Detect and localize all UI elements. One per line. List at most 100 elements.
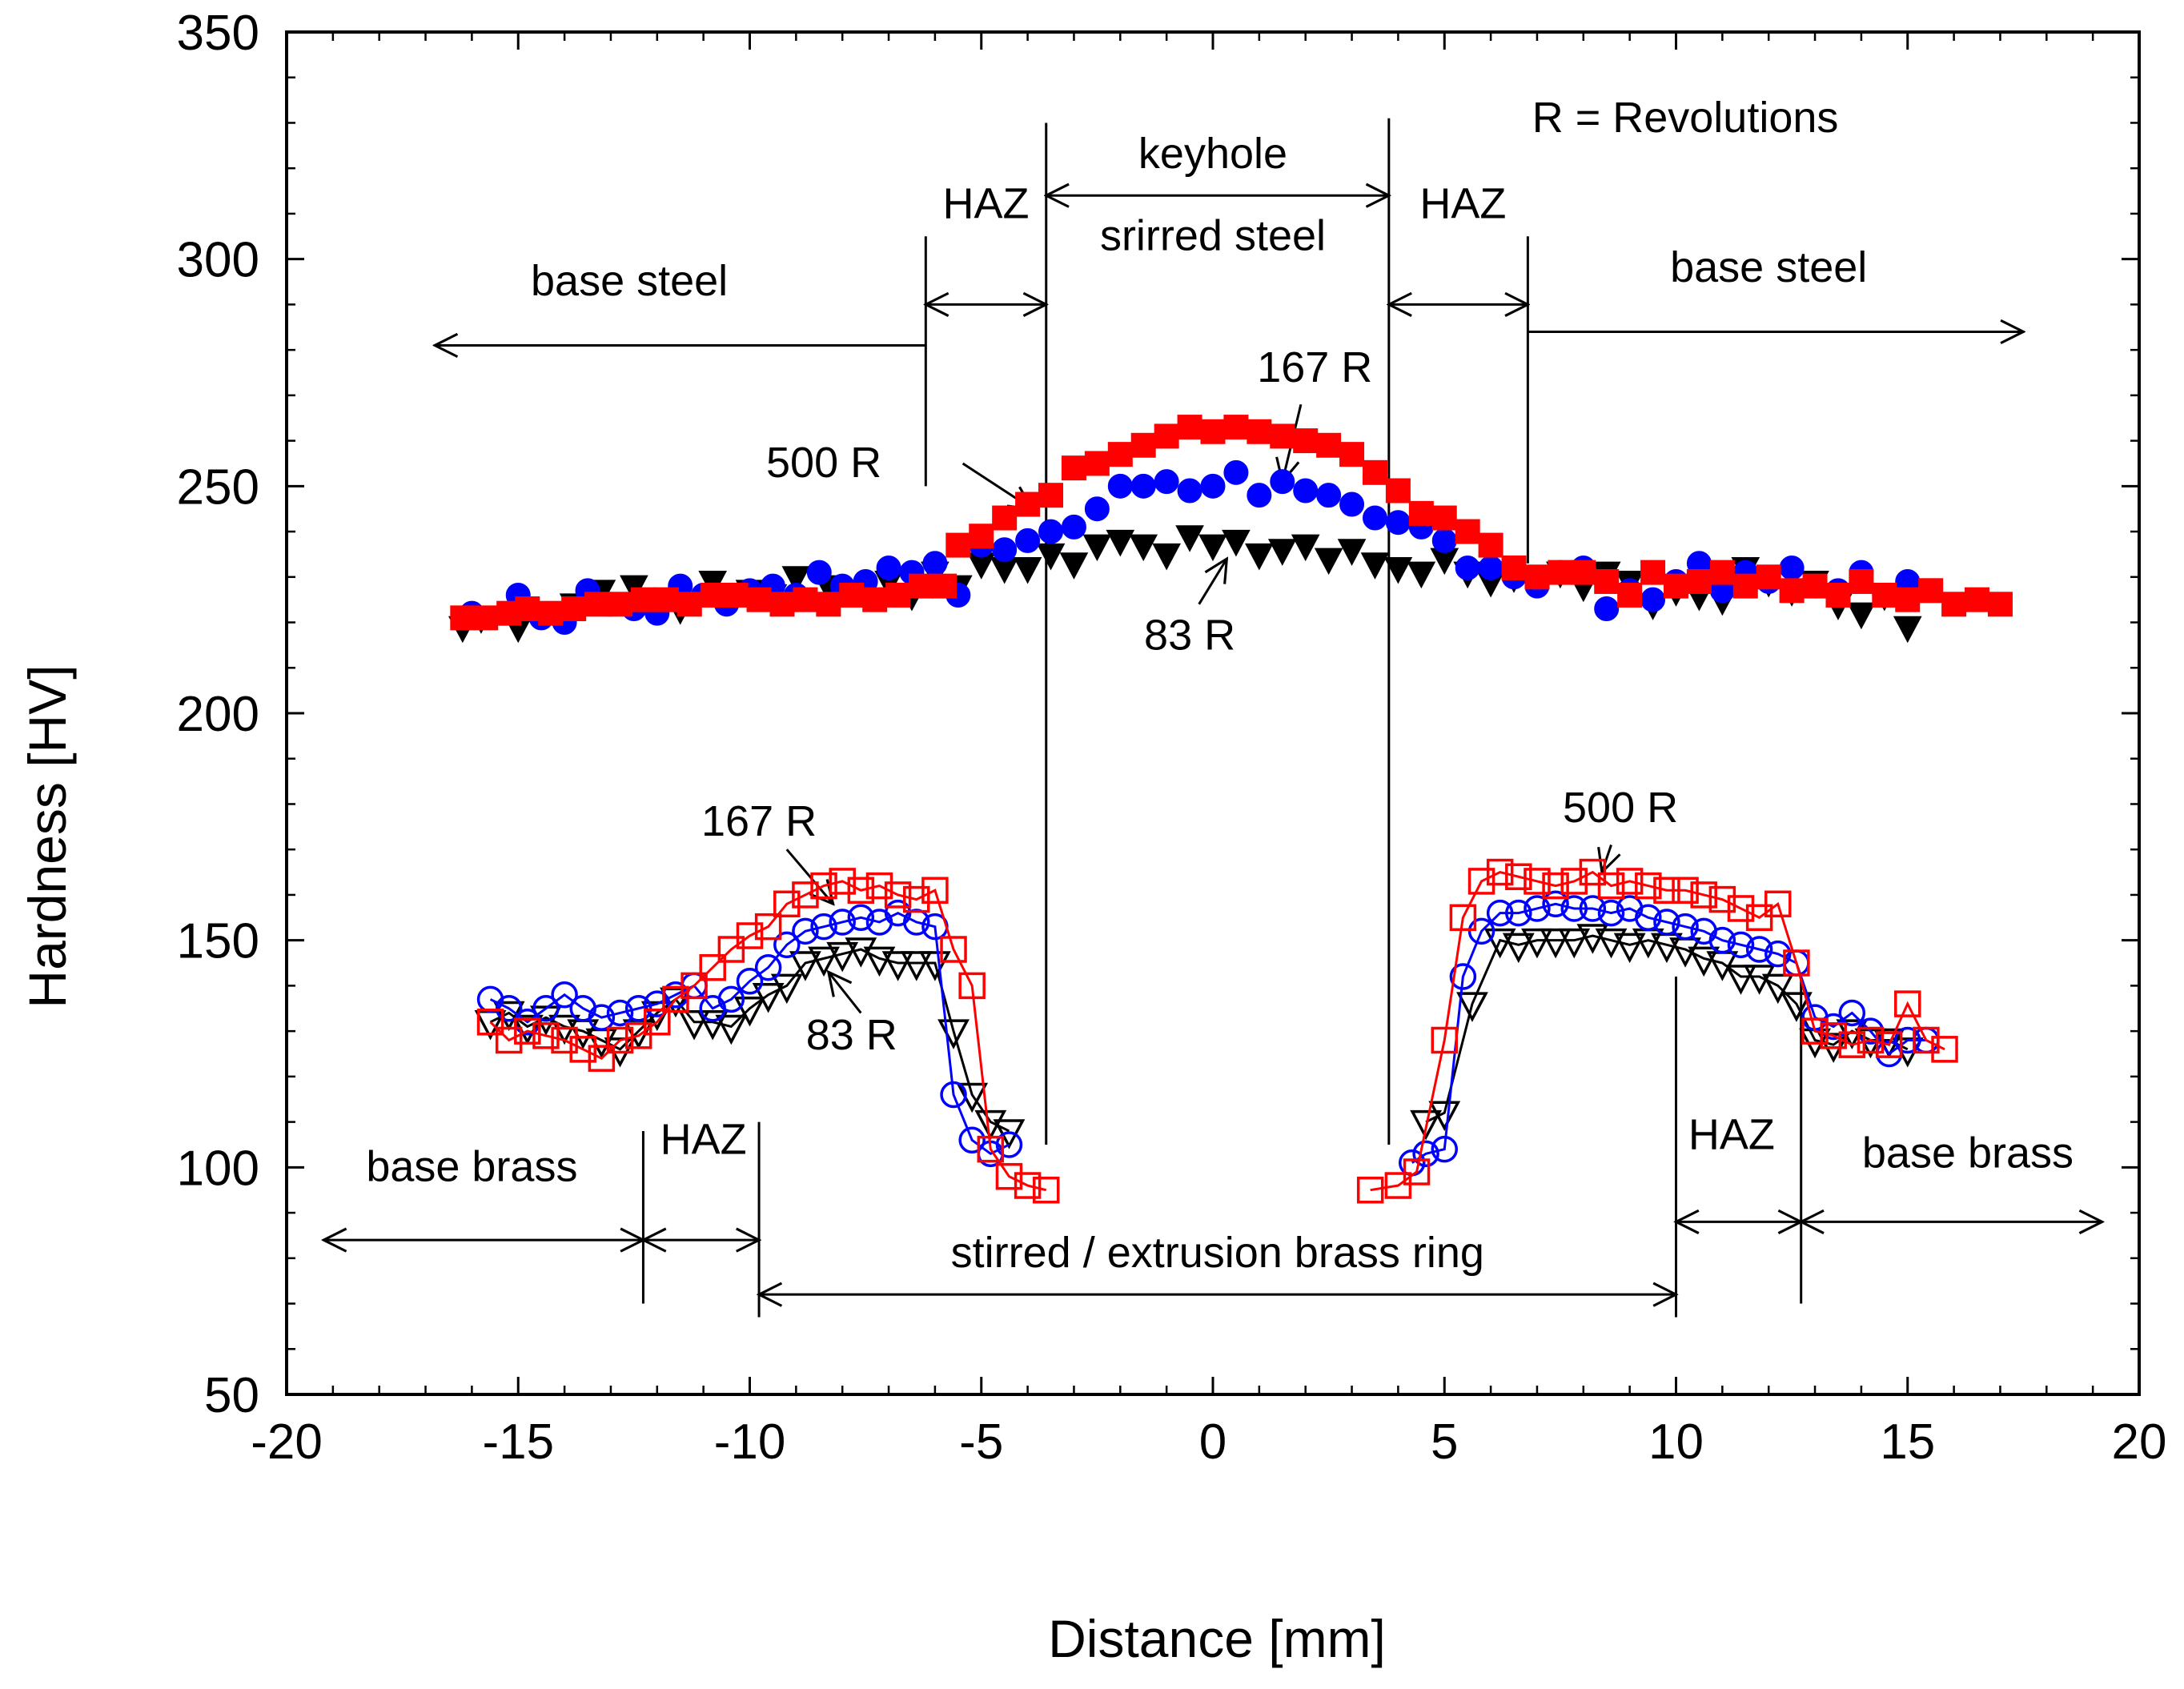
data-point-square bbox=[1745, 904, 1773, 932]
pointer-arrow bbox=[829, 972, 862, 1014]
y-tick-label: 50 bbox=[204, 1368, 259, 1423]
data-point-square bbox=[1579, 858, 1607, 886]
data-point-square bbox=[921, 877, 949, 905]
data-point-square bbox=[1672, 877, 1699, 905]
data-point-square bbox=[1356, 1176, 1384, 1204]
data-point-triangle bbox=[863, 946, 896, 977]
data-point-triangle bbox=[1502, 933, 1535, 964]
data-point-square bbox=[538, 600, 564, 626]
y-tick-label: 350 bbox=[177, 6, 259, 61]
data-point-circle bbox=[1154, 469, 1179, 495]
data-point-circle bbox=[1431, 528, 1457, 553]
data-point-square bbox=[1895, 587, 1921, 612]
data-point-square bbox=[662, 985, 689, 1013]
data-point-square bbox=[1913, 1026, 1940, 1054]
annotation-label: R = Revolutions bbox=[1532, 94, 1839, 142]
data-point-square bbox=[958, 972, 986, 1000]
data-point-circle bbox=[1486, 899, 1514, 927]
data-point-square bbox=[1616, 868, 1644, 895]
data-point-square bbox=[1617, 582, 1643, 608]
data-point-circle bbox=[754, 953, 782, 981]
data-point-circle bbox=[992, 537, 1018, 563]
data-point-square bbox=[606, 1026, 634, 1054]
data-point-triangle bbox=[1483, 928, 1516, 959]
annotation-label: 167 R bbox=[1257, 343, 1372, 391]
data-point-circle bbox=[1061, 514, 1086, 540]
data-point-triangle bbox=[1013, 556, 1042, 584]
data-point-square bbox=[1571, 560, 1596, 585]
data-point-square bbox=[699, 953, 726, 981]
data-point-square bbox=[839, 582, 865, 608]
data-point-triangle bbox=[1893, 616, 1922, 644]
data-point-circle bbox=[736, 967, 764, 995]
data-point-triangle bbox=[770, 973, 803, 1005]
data-point-square bbox=[584, 592, 610, 617]
data-point-circle bbox=[1223, 459, 1249, 485]
data-point-square bbox=[862, 587, 888, 612]
data-point-circle bbox=[1247, 483, 1272, 508]
data-point-circle bbox=[1385, 510, 1411, 536]
data-point-triangle bbox=[881, 951, 914, 981]
data-point-square bbox=[969, 524, 994, 549]
annotation-label: HAZ bbox=[660, 1115, 747, 1163]
data-point-square bbox=[1965, 587, 1990, 612]
data-point-square bbox=[1455, 519, 1480, 544]
data-point-square bbox=[773, 890, 801, 918]
data-point-square bbox=[1894, 990, 1921, 1017]
data-point-circle bbox=[829, 909, 856, 936]
data-point-square bbox=[1548, 560, 1573, 585]
data-point-square bbox=[1154, 423, 1179, 449]
data-point-square bbox=[1542, 872, 1569, 900]
x-tick-label: -10 bbox=[714, 1414, 786, 1470]
data-point-square bbox=[754, 913, 782, 941]
data-point-circle bbox=[1177, 478, 1202, 503]
data-point-square bbox=[816, 592, 841, 617]
data-point-triangle bbox=[1410, 1109, 1443, 1141]
data-point-triangle bbox=[918, 951, 951, 981]
data-point-square bbox=[1597, 872, 1625, 900]
data-point-square bbox=[1362, 459, 1387, 485]
data-point-square bbox=[1177, 415, 1202, 440]
data-point-square bbox=[1014, 1172, 1042, 1199]
annotation-label: base steel bbox=[531, 257, 728, 305]
data-point-triangle bbox=[1761, 973, 1794, 1005]
data-point-square bbox=[1732, 573, 1758, 599]
data-point-triangle bbox=[1595, 928, 1628, 959]
annotation-label: 83 R bbox=[1144, 612, 1235, 660]
data-point-square bbox=[1524, 564, 1550, 590]
data-point-square bbox=[608, 592, 633, 617]
annotation-label: base brass bbox=[366, 1142, 577, 1190]
data-point-triangle bbox=[1428, 1101, 1461, 1131]
data-point-square bbox=[1783, 949, 1810, 977]
data-point-square bbox=[653, 587, 679, 612]
data-point-square bbox=[1640, 560, 1666, 585]
data-point-square bbox=[1015, 491, 1041, 517]
annotation-label: keyhole bbox=[1138, 130, 1287, 178]
data-point-square bbox=[769, 592, 795, 617]
data-point-triangle bbox=[1245, 543, 1274, 571]
pointer-arrow bbox=[1198, 559, 1227, 605]
x-tick-label: 10 bbox=[1648, 1414, 1704, 1470]
x-tick-label: 20 bbox=[2112, 1414, 2167, 1470]
data-point-square bbox=[476, 1009, 504, 1036]
x-tick-label: 0 bbox=[1199, 1414, 1226, 1470]
data-point-square bbox=[676, 592, 702, 617]
annotation-label: HAZ bbox=[1419, 180, 1506, 228]
data-point-square bbox=[1560, 868, 1588, 895]
data-point-triangle bbox=[1743, 965, 1776, 995]
data-point-square bbox=[909, 573, 934, 599]
annotation-label: 83 R bbox=[806, 1011, 897, 1059]
data-point-square bbox=[1385, 478, 1411, 503]
data-point-square bbox=[940, 936, 967, 963]
data-point-square bbox=[630, 587, 656, 612]
data-point-triangle bbox=[1222, 529, 1251, 557]
data-point-circle bbox=[1708, 926, 1736, 954]
data-point-circle bbox=[810, 913, 837, 941]
data-point-square bbox=[551, 1026, 578, 1054]
annotation-label: 167 R bbox=[701, 797, 817, 845]
data-point-circle bbox=[1316, 483, 1342, 508]
data-point-square bbox=[1635, 872, 1662, 900]
annotation-label: 500 R bbox=[766, 439, 881, 487]
data-point-square bbox=[1708, 885, 1736, 913]
data-point-square bbox=[1107, 442, 1133, 467]
